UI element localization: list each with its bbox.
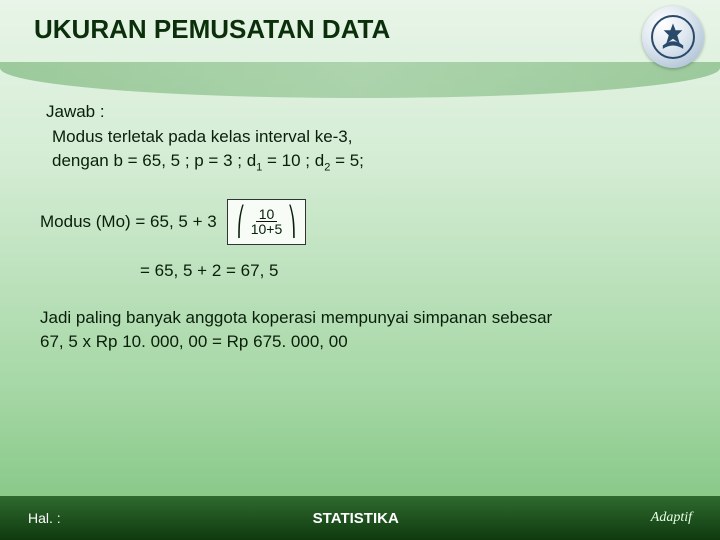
logo-emblem-icon — [651, 15, 695, 59]
fraction-box: ⎛ 10 10+5 ⎞ — [227, 199, 307, 246]
conclusion-line1: Jadi paling banyak anggota koperasi memp… — [40, 306, 680, 331]
conclusion-block: Jadi paling banyak anggota koperasi memp… — [40, 306, 680, 355]
footer-page: Hal. : — [28, 510, 61, 526]
logo-badge — [642, 6, 704, 68]
slide-content: Jawab : Modus terletak pada kelas interv… — [40, 100, 680, 355]
modus-left: Modus (Mo) = 65, 5 + 3 — [40, 210, 217, 235]
result-line: = 65, 5 + 2 = 67, 5 — [140, 259, 680, 284]
slide-header: UKURAN PEMUSATAN DATA — [0, 0, 720, 90]
footer-brand: Adaptif — [651, 510, 692, 526]
modus-formula: Modus (Mo) = 65, 5 + 3 ⎛ 10 10+5 ⎞ — [40, 199, 680, 246]
slide-title: UKURAN PEMUSATAN DATA — [34, 14, 686, 45]
fraction: 10 10+5 — [248, 207, 286, 237]
answer-label: Jawab : — [46, 100, 680, 125]
footer-subject: STATISTIKA — [313, 510, 399, 527]
line-modus-interval: Modus terletak pada kelas interval ke-3, — [52, 125, 680, 150]
line-given-values: dengan b = 65, 5 ; p = 3 ; d1 = 10 ; d2 … — [52, 149, 680, 176]
conclusion-line2: 67, 5 x Rp 10. 000, 00 = Rp 675. 000, 00 — [40, 330, 680, 355]
slide-footer: Hal. : STATISTIKA Adaptif — [0, 496, 720, 540]
